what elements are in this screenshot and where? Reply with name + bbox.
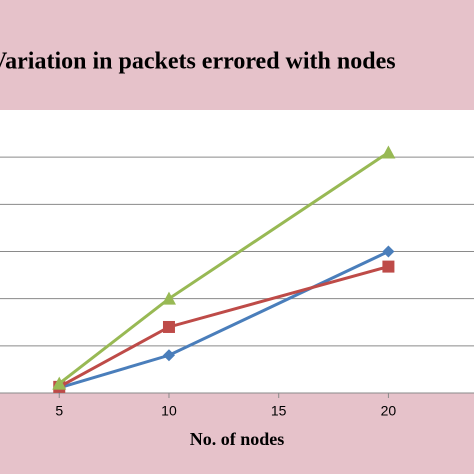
point bbox=[381, 145, 396, 159]
point bbox=[161, 291, 176, 305]
x-tick-label: 15 bbox=[271, 403, 287, 419]
point bbox=[382, 245, 395, 258]
point bbox=[52, 376, 67, 390]
x-tick-label: 5 bbox=[55, 403, 63, 419]
x-axis-label: No. of nodes bbox=[190, 429, 285, 449]
x-tick-label: 20 bbox=[381, 403, 397, 419]
point bbox=[382, 260, 395, 273]
chart-title: Variation in packets errored with nodes bbox=[0, 49, 396, 75]
x-tick-label: 10 bbox=[161, 403, 177, 419]
point bbox=[162, 320, 175, 333]
point bbox=[162, 349, 175, 362]
